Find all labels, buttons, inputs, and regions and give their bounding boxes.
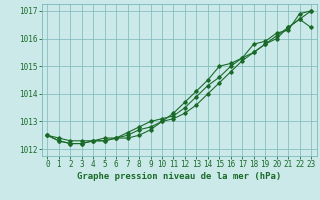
X-axis label: Graphe pression niveau de la mer (hPa): Graphe pression niveau de la mer (hPa) [77, 172, 281, 181]
